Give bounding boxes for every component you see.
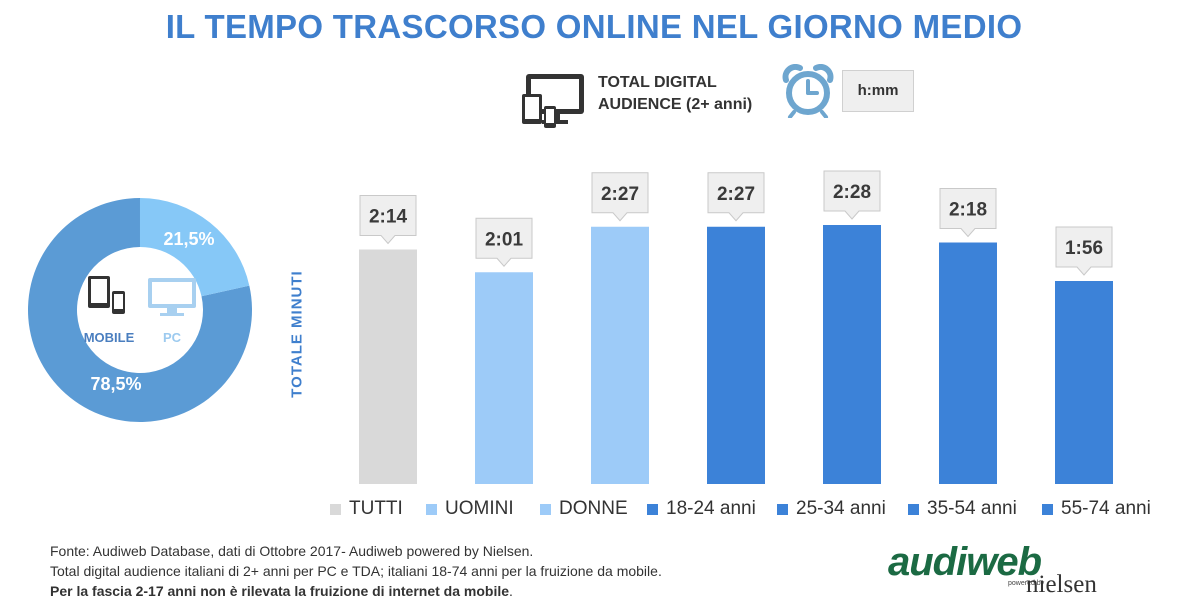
legend-swatch-3 — [647, 503, 658, 515]
bar-5 — [939, 242, 997, 484]
audience-label: TOTAL DIGITAL AUDIENCE (2+ anni) — [598, 74, 753, 113]
legend-label-2: DONNE — [559, 498, 628, 519]
data-label-5: 2:18 — [949, 200, 987, 221]
legend-swatch-1 — [426, 503, 437, 515]
bar-chart: 2:14 2:01 2:27 2:27 2:28 2:18 1:56 — [359, 170, 1113, 484]
bar-2 — [591, 226, 649, 484]
data-label-box-6 — [1055, 226, 1113, 276]
legend-swatch-6 — [1042, 503, 1053, 515]
legend-item-6: 55-74 anni — [1042, 497, 1151, 521]
legend-item-0: TUTTI — [330, 497, 403, 521]
legend-swatch-2 — [540, 503, 551, 515]
data-label-box-4 — [823, 170, 881, 220]
donut-slice-pc — [140, 198, 250, 297]
data-label-box-3 — [707, 172, 765, 222]
footer-audience-note: Total digital audience italiani di 2+ an… — [50, 563, 662, 579]
data-label-3: 2:27 — [717, 184, 755, 205]
data-label-4: 2:28 — [833, 182, 871, 203]
data-label-1: 2:01 — [485, 229, 523, 250]
alarm-clock-icon — [782, 64, 834, 118]
legend-label-6: 55-74 anni — [1061, 498, 1151, 519]
unit-box: h:mm — [842, 70, 914, 112]
data-label-box-2 — [591, 172, 649, 222]
donut-center-mobile: MOBILE — [84, 330, 135, 345]
footer-notes: Fonte: Audiweb Database, dati di Ottobre… — [50, 541, 662, 601]
legend-label-3: 18-24 anni — [666, 498, 756, 519]
bar-3 — [707, 226, 765, 484]
legend-swatch-4 — [777, 503, 788, 515]
data-label-box-5 — [939, 188, 997, 238]
donut-slice-mobile — [28, 198, 252, 423]
bar-4 — [823, 225, 881, 484]
data-label-2: 2:27 — [601, 184, 639, 205]
legend-swatch-0 — [330, 503, 341, 515]
donut-chart: 78,5% 21,5% MOBILE PC — [28, 198, 252, 423]
bar-6 — [1055, 281, 1113, 484]
data-label-6: 1:56 — [1065, 238, 1103, 259]
legend-label-5: 35-54 anni — [927, 498, 1017, 519]
legend-item-5: 35-54 anni — [908, 497, 1017, 521]
monitor-icon — [148, 278, 196, 316]
donut-center-pc: PC — [163, 330, 182, 345]
legend-swatch-5 — [908, 503, 919, 515]
legend-item-4: 25-34 anni — [777, 497, 886, 521]
data-label-box-0 — [359, 195, 417, 245]
tablet-phone-icon — [88, 276, 125, 314]
footer-source: Fonte: Audiweb Database, dati di Ottobre… — [50, 543, 534, 559]
page-title: IL TEMPO TRASCORSO ONLINE NEL GIORNO MED… — [165, 8, 1023, 45]
data-label-box-1 — [475, 217, 533, 268]
donut-label-mobile: 78,5% — [90, 374, 141, 394]
bar-0 — [359, 249, 417, 484]
legend-item-3: 18-24 anni — [647, 497, 756, 521]
legend-item-1: UOMINI — [426, 497, 514, 521]
audiweb-logo: audiweb powered by nielsen — [888, 540, 1097, 598]
devices-icon — [522, 74, 584, 128]
data-label-0: 2:14 — [369, 207, 407, 228]
donut-label-pc: 21,5% — [163, 229, 214, 249]
footer-mobile-note: Per la fascia 2-17 anni non è rilevata l… — [50, 583, 513, 599]
bar-1 — [475, 272, 533, 484]
legend-item-2: DONNE — [540, 497, 628, 521]
legend-label-1: UOMINI — [445, 498, 514, 519]
legend-label-4: 25-34 anni — [796, 498, 886, 519]
legend-label-0: TUTTI — [349, 498, 403, 519]
